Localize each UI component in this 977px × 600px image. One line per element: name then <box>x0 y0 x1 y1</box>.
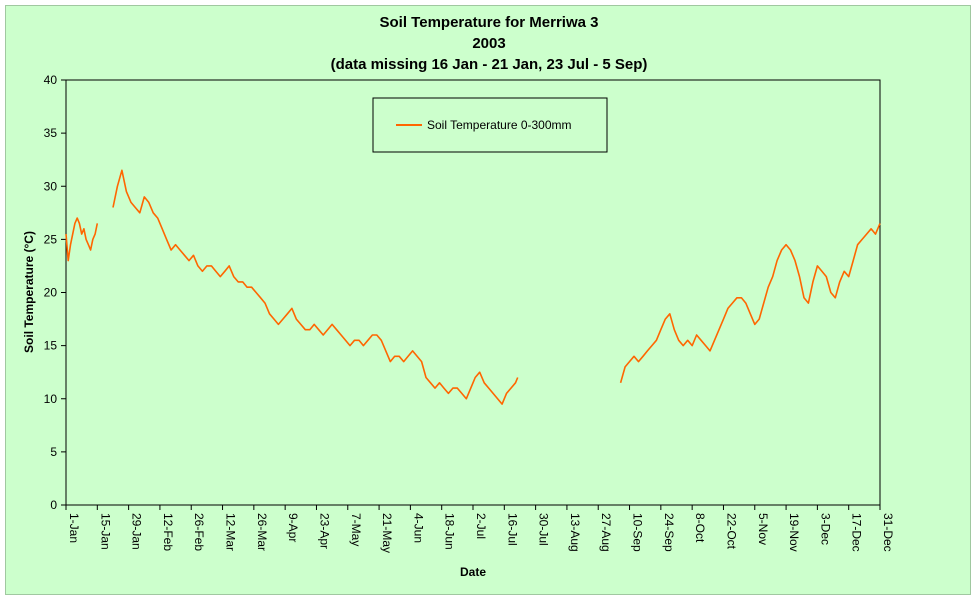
y-tick-label: 30 <box>44 179 58 193</box>
x-tick-label: 5-Nov <box>756 513 770 545</box>
x-tick-label: 31-Dec <box>881 513 895 552</box>
y-tick-label: 10 <box>44 392 58 406</box>
x-tick-label: 21-May <box>380 513 394 553</box>
x-tick-label: 23-Apr <box>317 513 331 549</box>
x-tick-label: 19-Nov <box>787 513 801 552</box>
x-axis-ticks: 1-Jan 15-Jan 29-Jan 12-Feb 26-Feb 12-Mar 26-Ma… <box>65 505 895 553</box>
y-axis-label: Soil Temperature (°C) <box>22 231 36 353</box>
x-tick-label: 8-Oct <box>693 513 707 543</box>
y-tick-label: 25 <box>44 232 58 246</box>
x-tick-label: 9-Apr <box>286 513 300 542</box>
x-tick-label: 16-Jul <box>505 513 519 546</box>
x-tick-label: 12-Feb <box>161 513 175 551</box>
chart-title-line-3: (data missing 16 Jan - 21 Jan, 23 Jul - … <box>331 56 648 73</box>
x-tick-label: 10-Sep <box>631 513 645 552</box>
x-tick-label: 30-Jul <box>537 513 551 546</box>
x-tick-label: 22-Oct <box>724 513 738 550</box>
chart-title-line-2: 2003 <box>472 35 505 52</box>
y-tick-label: 35 <box>44 126 58 140</box>
x-tick-label: 13-Aug <box>568 513 582 552</box>
x-tick-label: 24-Sep <box>662 513 676 552</box>
x-tick-label: 15-Jan <box>98 513 112 550</box>
x-tick-label: 18-Jun <box>443 513 457 550</box>
x-tick-label: 29-Jan <box>130 513 144 550</box>
x-tick-label: 17-Dec <box>850 513 864 552</box>
y-tick-label: 40 <box>44 73 58 87</box>
x-tick-label: 1-Jan <box>67 513 81 543</box>
x-tick-label: 3-Dec <box>818 513 832 545</box>
x-tick-label: 12-Mar <box>224 513 238 551</box>
x-tick-label: 4-Jun <box>411 513 425 543</box>
series-line-segment-1 <box>65 217 99 262</box>
x-axis-label: Date <box>460 565 486 579</box>
x-tick-label: 2-Jul <box>474 513 488 539</box>
chart-title-line-1: Soil Temperature for Merriwa 3 <box>380 14 599 31</box>
y-tick-label: 5 <box>50 445 57 459</box>
x-tick-label: 27-Aug <box>599 513 613 552</box>
legend: Soil Temperature 0-300mm <box>372 97 608 153</box>
x-tick-label: 26-Feb <box>192 513 206 551</box>
y-axis-ticks: 0 5 10 15 20 25 30 35 40 <box>44 73 66 512</box>
series-group <box>65 169 881 405</box>
y-tick-label: 15 <box>44 339 58 353</box>
x-tick-label: 7-May <box>349 513 363 546</box>
series-line-segment-2 <box>112 169 519 405</box>
y-tick-label: 0 <box>50 498 57 512</box>
legend-label: Soil Temperature 0-300mm <box>427 118 572 132</box>
x-tick-label: 26-Mar <box>255 513 269 551</box>
y-tick-label: 20 <box>44 286 58 300</box>
series-line-segment-3 <box>619 223 881 384</box>
